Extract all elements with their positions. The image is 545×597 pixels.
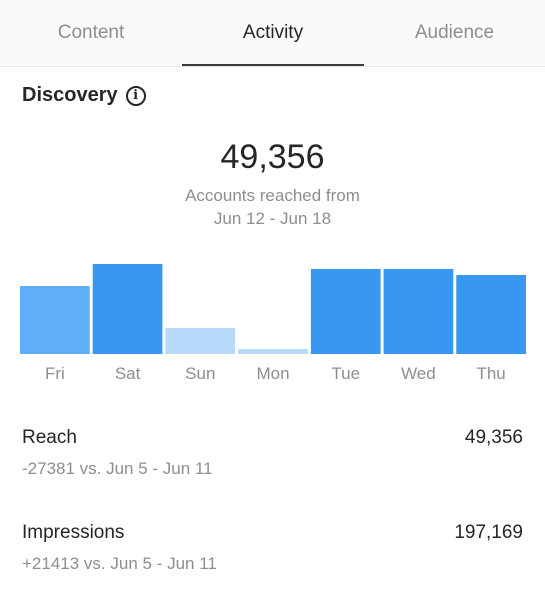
bar-tue[interactable] [310,269,381,354]
impressions-value: 197,169 [454,522,523,543]
bar-fri[interactable] [20,286,90,354]
date-range: Jun 12 - Jun 18 [213,209,332,228]
x-tick-label-mon: Mon [256,364,289,383]
discovery-title: Discovery [22,84,118,106]
bar-mon[interactable] [238,349,308,354]
discovery-header: Discovery i [22,84,146,107]
x-tick-label-wed: Wed [401,364,436,383]
bar-sat[interactable] [92,264,163,354]
x-tick-label-thu: Thu [476,364,505,383]
impressions-label: Impressions [22,522,125,543]
tab-activity[interactable]: Activity [242,22,304,43]
reach-label: Reach [22,427,77,448]
impressions-comparison: +21413 vs. Jun 5 - Jun 11 [22,554,217,573]
x-tick-label-tue: Tue [331,364,360,383]
reach-value: 49,356 [464,427,523,448]
tab-content[interactable]: Content [57,22,125,43]
discovery-bar-chart: Fri Sat Sun Mon Tue Wed Thu [20,264,526,383]
x-tick-label-sun: Sun [185,364,215,383]
bar-sun[interactable] [165,328,236,354]
accounts-reached-label: Accounts reached from [185,186,360,205]
info-icon[interactable]: i [125,85,146,106]
x-tick-label-sat: Sat [115,364,141,383]
x-tick-label-fri: Fri [45,364,65,383]
accounts-reached-count: 49,356 [220,138,325,176]
bar-thu[interactable] [456,275,526,354]
reach-comparison: -27381 vs. Jun 5 - Jun 11 [22,459,213,478]
active-tab-indicator [182,64,364,66]
tab-bar: Content Activity Audience [0,0,545,67]
tab-audience[interactable]: Audience [414,22,495,43]
bar-wed[interactable] [383,269,454,354]
